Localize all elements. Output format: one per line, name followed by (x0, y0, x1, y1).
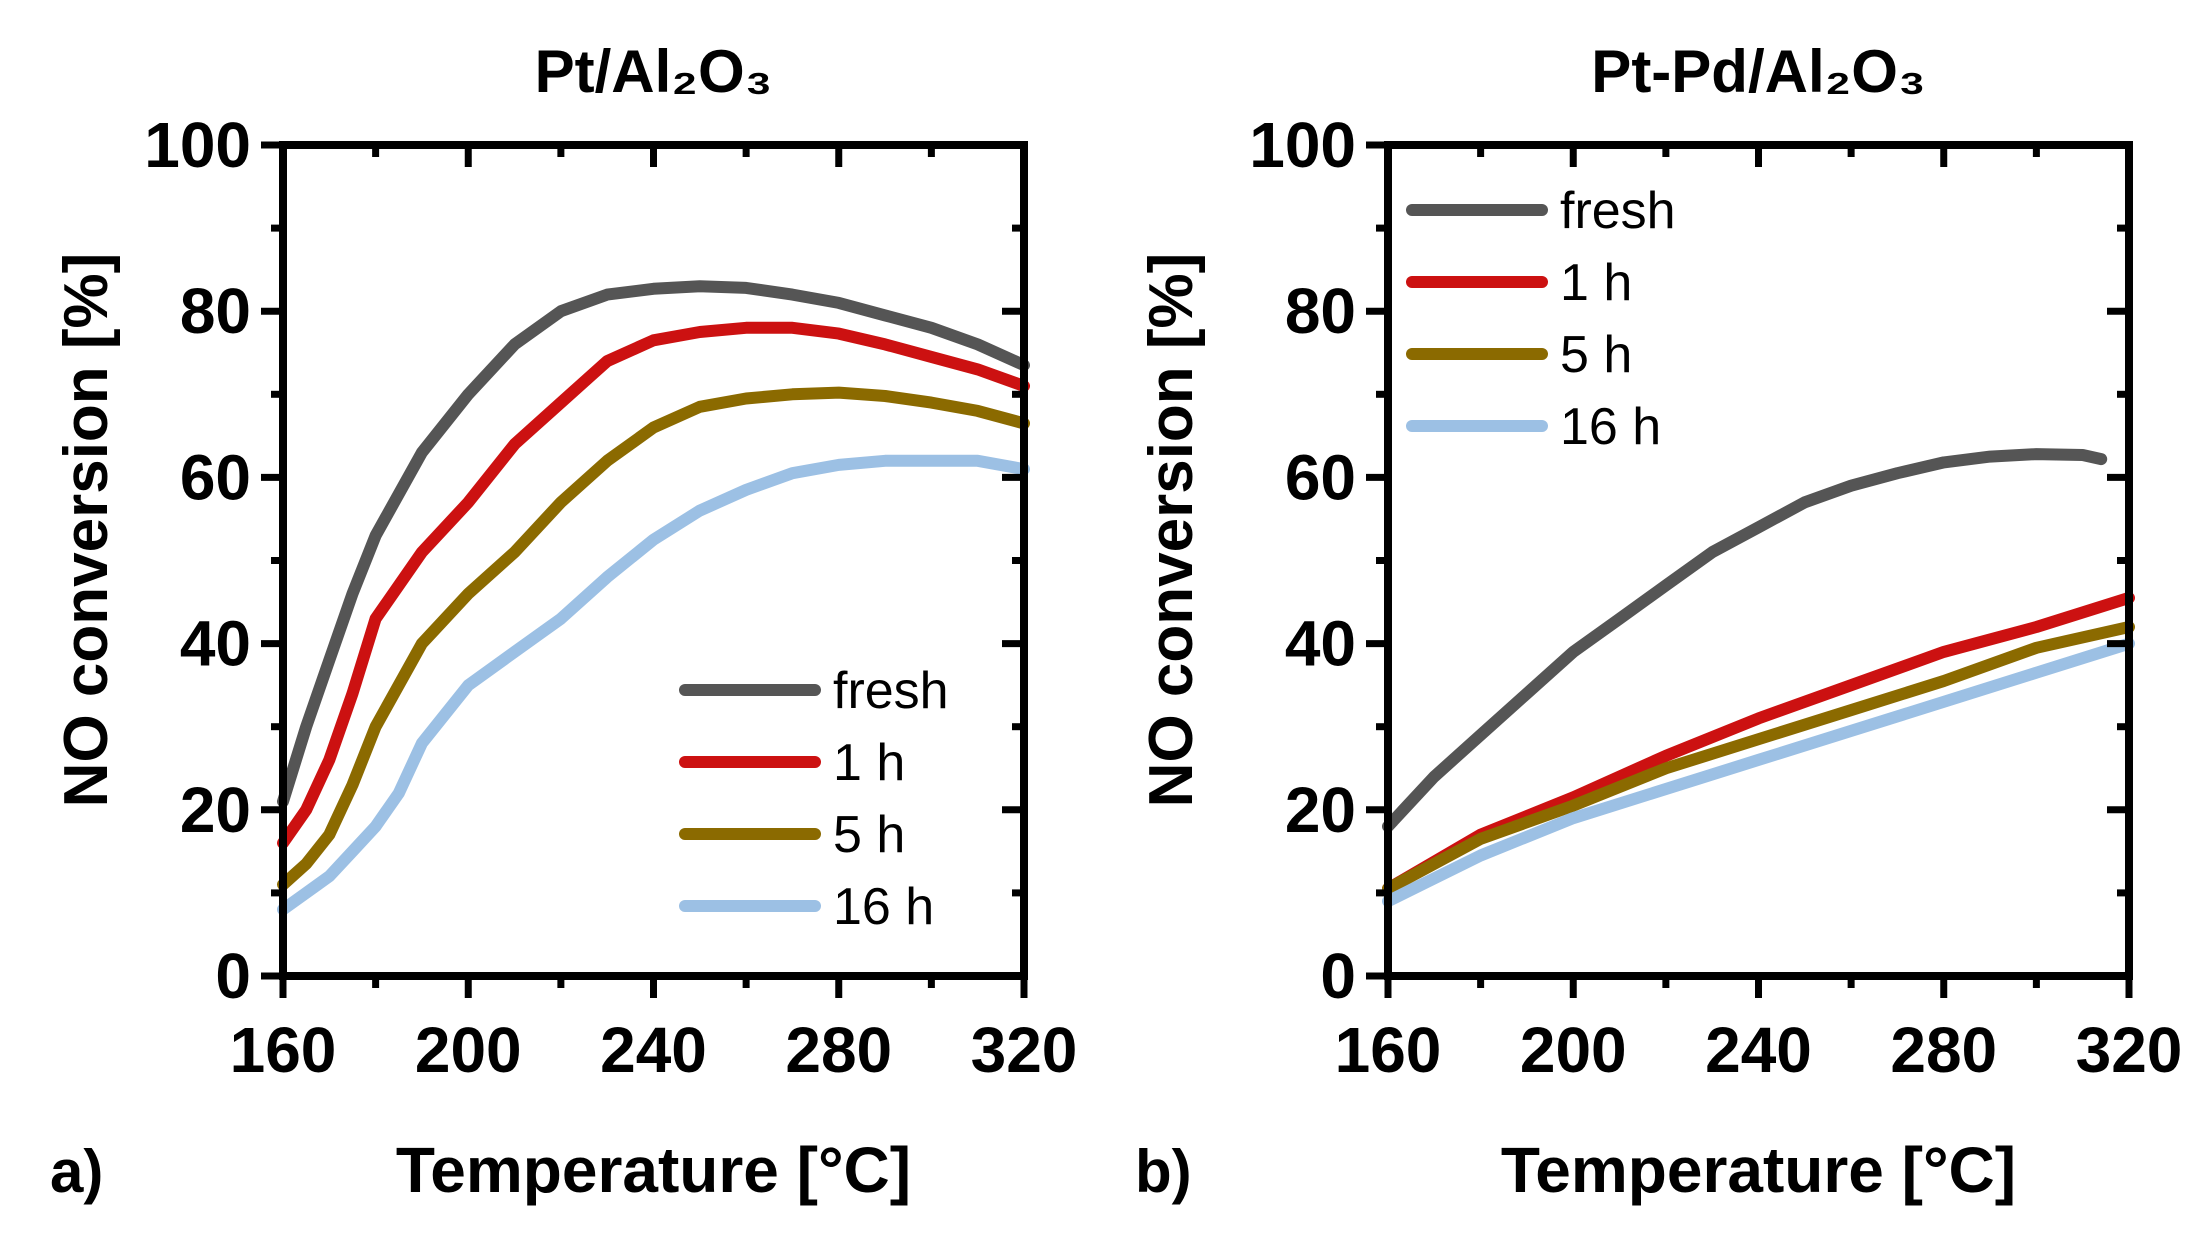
y-tick-label: 0 (215, 940, 251, 1012)
plot-frame (279, 141, 1028, 980)
x-tick-label: 160 (1335, 1014, 1442, 1086)
y-tick-label: 20 (1285, 774, 1356, 846)
y-tick-label: 0 (1320, 940, 1356, 1012)
legend-label: 1 h (833, 734, 905, 792)
x-tick-label: 280 (785, 1014, 892, 1086)
legend-label: 16 h (833, 878, 934, 936)
x-tick-label: 200 (415, 1014, 522, 1086)
x-tick-label: 160 (230, 1014, 337, 1086)
legend: fresh 1 h 5 h 16 h (679, 662, 949, 936)
legend-label: 1 h (1560, 254, 1632, 312)
series-line-fresh (1382, 448, 2108, 833)
chart-title: Pt-Pd/Al₂O₃ (1591, 38, 1925, 105)
panel-label: b) (1135, 1138, 1192, 1205)
y-tick-label: 60 (180, 441, 251, 513)
legend-label: fresh (1560, 182, 1676, 240)
y-tick-label: 80 (180, 275, 251, 347)
legend-label: 5 h (833, 806, 905, 864)
y-tick-label: 40 (1285, 608, 1356, 680)
x-tick-label: 280 (1890, 1014, 1997, 1086)
legend-label: 5 h (1560, 326, 1632, 384)
y-axis-label: NO conversion [%] (52, 253, 121, 808)
legend-label: 16 h (1560, 398, 1661, 456)
panel-label: a) (50, 1138, 103, 1205)
series-line-16h (1382, 637, 2135, 908)
x-tick-label: 200 (1520, 1014, 1627, 1086)
y-tick-label: 80 (1285, 275, 1356, 347)
y-tick-label: 20 (180, 774, 251, 846)
x-axis-label: Temperature [°C] (1501, 1134, 2016, 1206)
y-tick-label: 40 (180, 608, 251, 680)
y-tick-label: 100 (1249, 109, 1356, 181)
panel-a: 160 200 240 280 320 0 20 40 60 80 100 Pt/Al₂O₃ Tempe… (50, 38, 1077, 1206)
x-tick-label: 240 (600, 1014, 707, 1086)
legend-label: fresh (833, 662, 949, 720)
series-line-5h (1382, 621, 2135, 895)
series-line-16h (277, 454, 1030, 916)
legend: fresh 1 h 5 h 16 h (1406, 182, 1676, 456)
x-tick-label: 320 (971, 1014, 1078, 1086)
series-line-5h (277, 386, 1030, 891)
x-tick-label: 320 (2076, 1014, 2183, 1086)
panel-b: 160 200 240 280 320 0 20 40 60 80 100 Pt-Pd/Al₂O₃ Te… (1135, 38, 2182, 1206)
y-axis-label: NO conversion [%] (1137, 253, 1206, 808)
series-line-1h (277, 321, 1030, 849)
x-tick-label: 240 (1705, 1014, 1812, 1086)
y-tick-label: 60 (1285, 441, 1356, 513)
series-line-fresh (277, 280, 1030, 808)
y-tick-label: 100 (144, 109, 251, 181)
x-axis-label: Temperature [°C] (396, 1134, 911, 1206)
chart-title: Pt/Al₂O₃ (535, 38, 773, 105)
